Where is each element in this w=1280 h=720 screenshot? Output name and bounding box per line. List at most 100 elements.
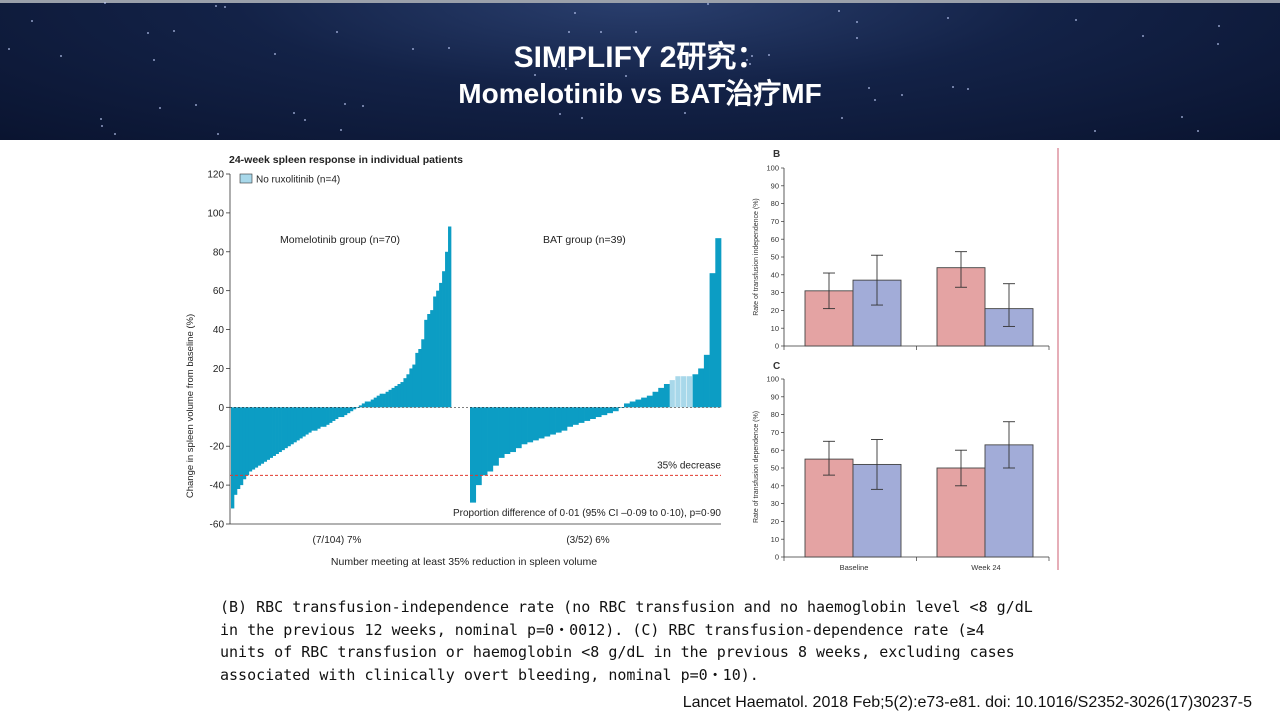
waterfall-bar [538,407,545,439]
star-dot [224,6,226,8]
waterfall-bar [527,407,534,443]
waterfall-bar [487,407,494,472]
waterfall-bar [589,407,596,419]
star-dot [749,63,751,65]
panel-c-label: C [773,361,780,372]
waterfall-chart: 24-week spleen response in individual pa… [185,154,722,568]
waterfall-bar [715,238,722,408]
waterfall-bar [658,387,665,408]
caption-line: units of RBC transfusion or haemoglobin … [220,643,1015,661]
waterfall-bar [317,407,321,429]
waterfall-bar [361,403,366,408]
waterfall-bar [251,407,256,470]
wf-y-tick-label: 20 [213,364,225,375]
waterfall-bar [370,399,375,408]
star-dot [574,12,576,14]
waterfall-y-label: Change in spleen volume from baseline (%… [185,314,196,498]
star-dot [195,104,197,106]
waterfall-bar-no-ruxolitinib [681,376,687,408]
waterfall-bar [578,407,585,423]
waterfall-bar [521,407,528,445]
waterfall-bar [515,407,522,449]
star-dot [1181,116,1183,118]
star-dot [1142,35,1144,37]
wf-y-tick-label: 100 [207,208,224,219]
waterfall-bar [311,407,315,431]
waterfall-bar [641,397,648,408]
group-label-bat: BAT group (n=39) [543,234,626,246]
waterfall-bar [373,397,378,408]
star-dot [1217,43,1219,45]
panel-y-tick-label: 40 [771,481,779,490]
waterfall-bar [584,407,591,421]
figure-caption: (B) RBC transfusion-independence rate (n… [220,596,1080,686]
panel-c-y-label: Rate of transfusion dependence (%) [753,411,760,523]
star-dot [8,48,10,50]
waterfall-bar [692,374,699,408]
panel-y-tick-label: 40 [771,270,779,279]
star-dot [101,125,103,127]
waterfall-bar [358,405,363,408]
waterfall-bar [470,407,477,503]
waterfall-bar [424,319,428,408]
waterfall-bar [703,354,710,408]
wf-y-tick-label: -40 [210,481,225,492]
wf-y-tick-label: 60 [213,286,225,297]
waterfall-bar [269,407,273,458]
star-dot [947,17,949,19]
waterfall-bar [555,407,562,433]
waterfall-bar [231,407,235,509]
waterfall-bar [442,271,446,408]
waterfall-bar [335,407,339,419]
bat-summary: (3/52) 6% [566,535,609,546]
star-dot [1075,19,1077,21]
waterfall-bar [308,407,312,433]
star-dot [147,32,149,34]
waterfall-bar [341,407,345,418]
slide-header: SIMPLIFY 2研究： Momelotinib vs BAT治疗MF [0,0,1280,140]
panel-y-tick-label: 70 [771,217,779,226]
star-dot [746,59,748,61]
waterfall-bar [433,296,437,408]
waterfall-bar [412,364,416,408]
panel-y-tick-label: 10 [771,324,779,333]
wf-y-tick-label: -60 [210,520,225,531]
header-top-line [0,0,1280,3]
star-dot [340,129,342,131]
waterfall-bar [421,339,425,408]
star-dot [581,117,583,119]
waterfall-bar [382,393,386,408]
waterfall-bar [566,407,574,427]
waterfall-bar [266,407,270,460]
waterfall-bar [391,387,395,408]
slide-title-line1: SIMPLIFY 2研究： [513,41,767,74]
waterfall-bar [332,407,336,421]
panel-y-tick-label: 80 [771,199,779,208]
legend-label-no-ruxolitinib: No ruxolitinib (n=4) [256,175,340,186]
waterfall-y-axis: -60 -40 -20 0 20 40 60 80 100 120 [207,170,721,531]
panel-y-tick-label: 0 [775,553,779,562]
waterfall-bar [299,407,303,439]
waterfall-bar [448,226,452,408]
waterfall-bar [355,407,360,408]
star-dot [600,31,602,33]
waterfall-bar [397,384,401,408]
panel-y-tick-label: 10 [771,535,779,544]
waterfall-bar [245,407,250,476]
star-dot [714,65,716,67]
star-dot [31,20,33,22]
panel-y-tick-label: 90 [771,392,779,401]
momelotinib-summary: (7/104) 7% [313,535,362,546]
waterfall-bar [379,393,383,408]
star-dot [448,47,450,49]
panel-y-tick-label: 50 [771,253,779,262]
waterfall-bar-no-ruxolitinib [669,380,675,408]
waterfall-bar [403,378,407,408]
waterfall-bar [376,395,380,408]
star-dot [153,59,155,61]
waterfall-bar [618,407,625,408]
waterfall-bar [475,407,482,486]
waterfall-bar [239,407,244,486]
star-dot [874,99,876,101]
caption-line: (B) RBC transfusion-independence rate (n… [220,598,1033,616]
